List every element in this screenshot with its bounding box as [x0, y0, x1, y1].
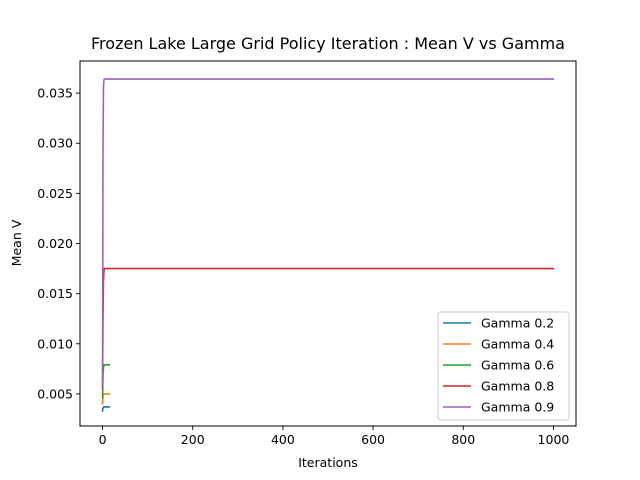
x-tick-label-4: 800: [451, 432, 475, 447]
x-tick-label-5: 1000: [538, 432, 570, 447]
series-line-4: [101, 78, 555, 387]
y-tick-label-3: 0.020: [37, 236, 73, 251]
y-tick-label-0: 0.005: [37, 386, 73, 401]
legend-label-1: Gamma 0.4: [481, 337, 554, 352]
y-tick-label-5: 0.030: [37, 136, 73, 151]
legend-label-4: Gamma 0.9: [481, 400, 554, 415]
y-tick-label-2: 0.015: [37, 286, 73, 301]
series-layer: [101, 78, 555, 412]
y-tick-label-1: 0.010: [37, 336, 73, 351]
series-line-0: [101, 406, 111, 412]
y-axis-label: Mean V: [9, 219, 24, 266]
y-axis: 0.005 0.010 0.015 0.020 0.025 0.030 0.035: [37, 86, 80, 401]
legend-label-2: Gamma 0.6: [481, 358, 554, 373]
x-tick-label-1: 200: [181, 432, 205, 447]
chart-title: Frozen Lake Large Grid Policy Iteration …: [91, 34, 565, 53]
legend-label-3: Gamma 0.8: [481, 379, 554, 394]
y-tick-label-4: 0.025: [37, 186, 73, 201]
x-tick-label-3: 600: [361, 432, 385, 447]
x-tick-label-2: 400: [271, 432, 295, 447]
x-axis-label: Iterations: [298, 455, 358, 470]
legend: Gamma 0.2 Gamma 0.4 Gamma 0.6 Gamma 0.8 Gamm…: [437, 311, 570, 421]
legend-label-0: Gamma 0.2: [481, 316, 554, 331]
legend-box: [437, 311, 570, 421]
y-tick-label-6: 0.035: [37, 86, 73, 101]
x-axis: 0 200 400 600 800 1000: [99, 426, 570, 447]
x-tick-label-0: 0: [99, 432, 107, 447]
